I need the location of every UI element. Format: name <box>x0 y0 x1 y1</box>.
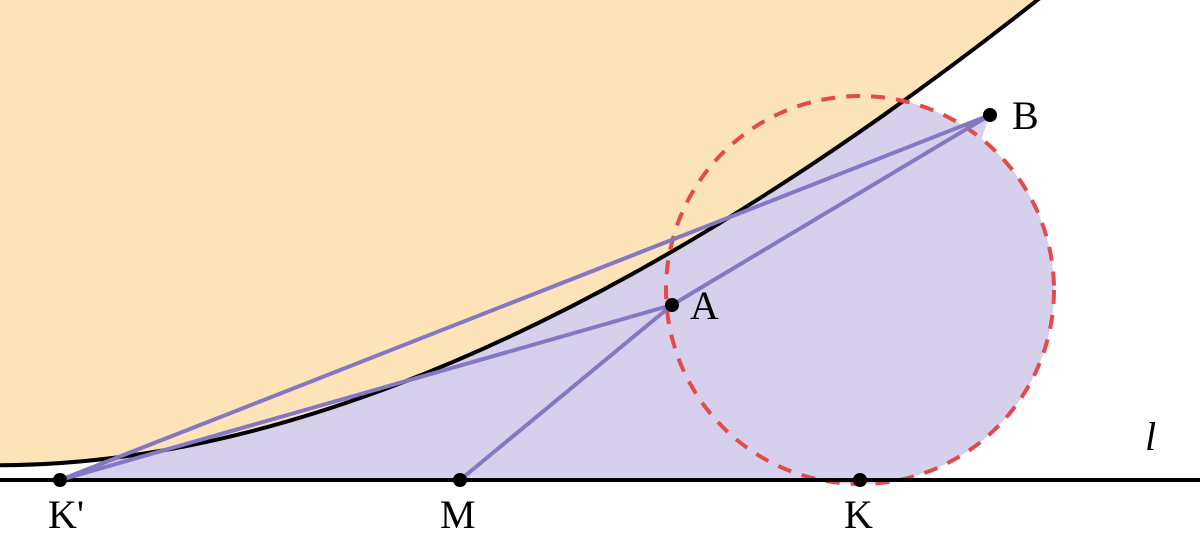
label-B: B <box>1012 93 1039 138</box>
label-A: A <box>690 283 719 328</box>
point-M <box>453 473 467 487</box>
point-B <box>983 108 997 122</box>
point-K' <box>53 473 67 487</box>
point-A <box>665 298 679 312</box>
label-l: l <box>1145 414 1156 459</box>
label-M: M <box>440 492 476 537</box>
point-K <box>853 473 867 487</box>
label-K: K <box>844 492 873 537</box>
label-K': K' <box>48 492 84 537</box>
geometry-diagram: K' M K A Bl <box>0 0 1200 560</box>
